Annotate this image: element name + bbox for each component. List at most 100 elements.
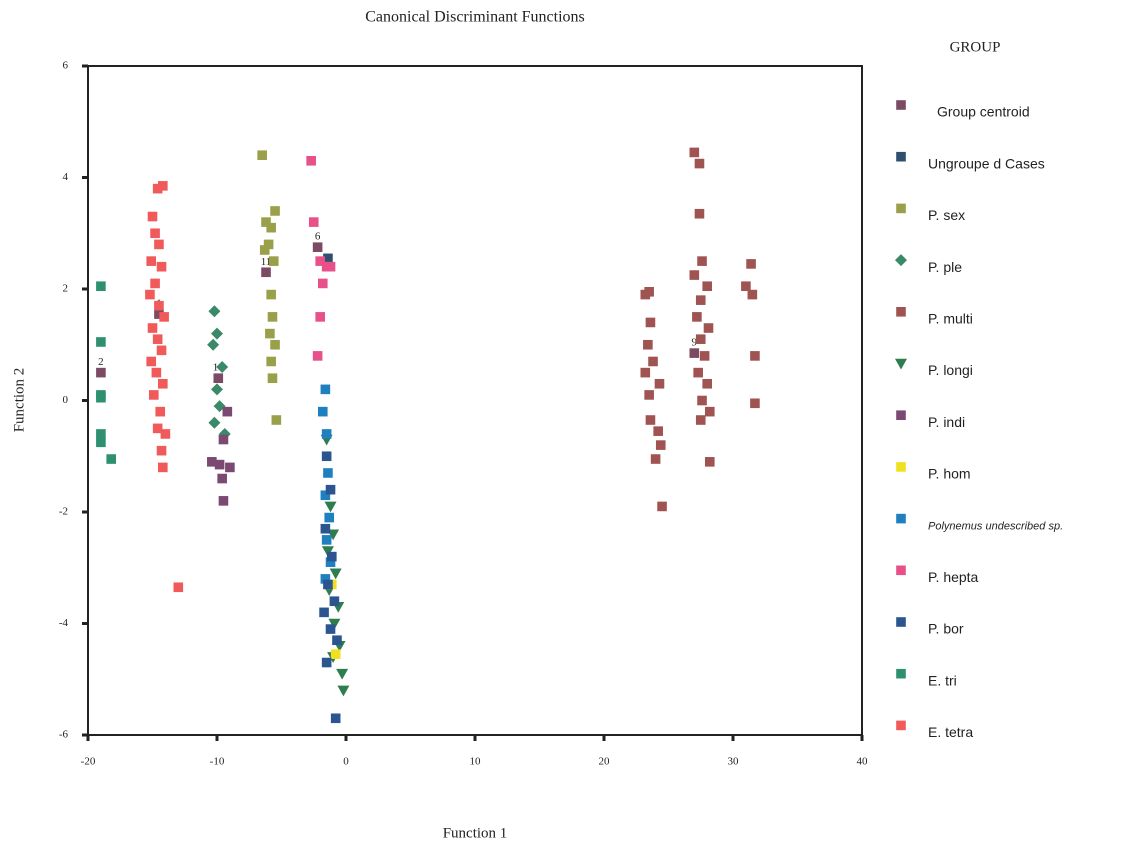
legend-label: Ungroupe d Cases [928,155,1045,171]
point [325,557,336,567]
x-tick-label: -20 [81,756,96,768]
legend-swatch [895,254,907,267]
point [741,281,751,292]
point [750,351,760,361]
point [315,256,325,266]
point [693,367,703,378]
point [697,256,707,266]
point [327,551,337,562]
point [645,317,656,328]
legend-label: P. hepta [928,569,979,585]
centroid [689,348,700,358]
point [155,406,166,417]
y-tick-label: -4 [59,617,69,629]
y-tick-label: 0 [63,394,69,406]
point [323,468,333,478]
point [208,305,221,318]
point [96,392,106,403]
legend-swatch [896,513,906,524]
point [329,596,340,606]
legend-title: GROUP [950,39,1001,55]
centroid [154,309,164,319]
point [216,361,229,374]
point [263,239,274,250]
point [150,278,160,289]
point [211,383,223,396]
point [271,415,282,425]
point [697,395,707,406]
point [147,323,158,333]
centroid-label: 2 [98,356,104,368]
point [268,256,279,266]
point [695,295,706,305]
point [152,183,163,194]
point [207,338,220,351]
point [695,334,706,344]
y-axis-label: Function 2 [11,368,27,433]
point [145,289,155,300]
point [702,281,712,292]
point [694,208,705,219]
legend-swatch [896,151,906,162]
point [225,462,235,473]
point [146,356,157,367]
point [151,367,162,378]
x-tick-label: 10 [470,756,482,768]
point [692,312,702,322]
point [325,261,336,272]
y-tick-label: 2 [63,283,69,295]
point [152,334,163,344]
centroid-label: 9 [692,337,698,349]
point [640,367,651,378]
point [317,406,328,417]
legend-label: E. tetra [928,724,973,740]
point [704,406,715,417]
point [655,440,666,450]
centroid [96,367,106,378]
y-tick-label: -2 [59,506,68,518]
point [152,423,163,434]
point [267,373,278,383]
point [644,390,654,400]
y-tick-label: 4 [63,171,69,183]
point [222,406,233,417]
point [321,546,334,558]
point [173,582,184,593]
point [640,289,651,300]
y-tick-label: -6 [59,729,69,741]
legend-label: E. tri [928,672,957,688]
point [160,429,171,439]
legend-label: Group centroid [937,104,1030,120]
legend-label: P. hom [928,466,971,482]
point [336,668,349,680]
x-tick-label: 40 [857,756,869,768]
point [270,339,280,350]
point [695,415,706,425]
point [337,685,350,697]
point [211,327,223,340]
legend-label: Polynemus undescribed sp. [928,521,1063,533]
point [653,426,663,436]
legend-swatch [896,410,906,420]
legend-swatch [896,462,906,472]
point [148,390,159,400]
point [158,462,168,473]
point [266,289,276,300]
legend-swatch [896,100,906,110]
point [146,256,157,266]
legend-swatch [896,720,906,731]
point [306,155,316,166]
legend-label: P. longi [928,362,973,378]
point [96,429,106,439]
point [320,490,331,501]
point [325,624,336,634]
x-tick-label: -10 [210,756,225,768]
point [265,328,275,339]
plot-frame [87,65,863,736]
point [323,253,333,264]
point [747,289,758,300]
point [218,496,229,506]
point [321,535,332,545]
chart-title: Canonical Discriminant Functions [365,9,585,26]
